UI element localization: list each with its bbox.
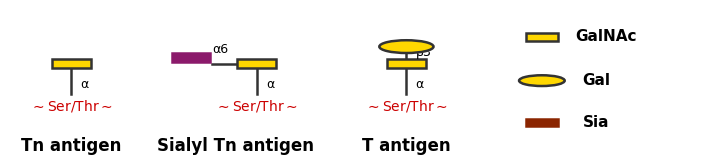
Text: α6: α6	[212, 43, 228, 56]
Text: α: α	[266, 77, 275, 91]
Circle shape	[519, 75, 565, 86]
Text: α: α	[416, 77, 424, 91]
Text: α: α	[81, 77, 89, 91]
Text: Sia: Sia	[583, 115, 609, 130]
Text: β3: β3	[416, 46, 431, 59]
Text: Gal: Gal	[583, 73, 610, 88]
Text: $\sim$Ser/Thr$\sim$: $\sim$Ser/Thr$\sim$	[365, 98, 448, 114]
Text: $\sim$Ser/Thr$\sim$: $\sim$Ser/Thr$\sim$	[30, 98, 113, 114]
Text: Sialyl Tn antigen: Sialyl Tn antigen	[157, 137, 314, 155]
Circle shape	[379, 40, 434, 53]
Bar	[52, 59, 91, 69]
Text: $\sim$Ser/Thr$\sim$: $\sim$Ser/Thr$\sim$	[215, 98, 298, 114]
Text: T antigen: T antigen	[362, 137, 451, 155]
Bar	[386, 59, 426, 69]
Text: GalNAc: GalNAc	[575, 29, 637, 45]
Text: Tn antigen: Tn antigen	[21, 137, 121, 155]
Bar	[237, 59, 276, 69]
Bar	[525, 33, 558, 41]
